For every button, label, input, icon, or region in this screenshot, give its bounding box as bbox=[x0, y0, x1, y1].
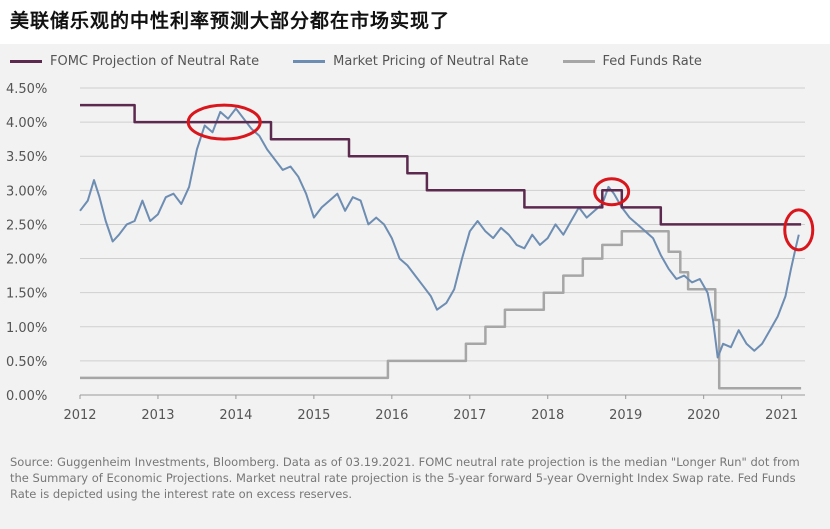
x-tick-label: 2012 bbox=[63, 408, 96, 423]
y-tick-label: 2.00% bbox=[6, 253, 47, 268]
x-tick-label: 2020 bbox=[687, 408, 720, 423]
legend-swatch-fed bbox=[562, 60, 595, 63]
legend-label-fomc: FOMC Projection of Neutral Rate bbox=[50, 54, 260, 69]
y-tick-label: 4.00% bbox=[6, 116, 47, 131]
legend-item-market: Market Pricing of Neutral Rate bbox=[293, 54, 529, 69]
x-tick-label: 2017 bbox=[453, 408, 486, 423]
y-tick-label: 1.00% bbox=[6, 321, 47, 336]
y-tick-label: 1.50% bbox=[6, 287, 47, 302]
source-note: Source: Guggenheim Investments, Bloomber… bbox=[10, 455, 800, 501]
y-tick-label: 2.50% bbox=[6, 218, 47, 233]
legend-item-fomc: FOMC Projection of Neutral Rate bbox=[10, 54, 259, 69]
legend-label-fed: Fed Funds Rate bbox=[602, 54, 702, 69]
x-tick-label: 2021 bbox=[765, 408, 798, 423]
legend-swatch-fomc bbox=[10, 60, 42, 63]
series-market-line bbox=[79, 107, 800, 359]
x-tick-label: 2014 bbox=[219, 408, 252, 423]
y-tick-label: 0.50% bbox=[6, 355, 47, 370]
y-tick-label: 3.00% bbox=[6, 184, 47, 199]
legend-swatch-market bbox=[293, 60, 326, 63]
plot-area: 4.50% 4.00% 3.50% 3.00% 2.50% 2.00% 1.50% 1.00%… bbox=[6, 82, 815, 423]
x-tick-label: 2016 bbox=[375, 408, 408, 423]
legend-item-fed: Fed Funds Rate bbox=[562, 54, 702, 69]
series-fed-funds-line bbox=[80, 230, 802, 390]
y-tick-label: 4.50% bbox=[6, 82, 47, 97]
x-tick-label: 2015 bbox=[297, 408, 330, 423]
x-tick-label: 2013 bbox=[141, 408, 174, 423]
highlight-ellipse bbox=[783, 208, 815, 252]
x-tick-label: 2019 bbox=[609, 408, 642, 423]
legend: FOMC Projection of Neutral Rate Market P… bbox=[10, 54, 702, 69]
x-tick-label: 2018 bbox=[531, 408, 564, 423]
legend-label-market: Market Pricing of Neutral Rate bbox=[333, 54, 529, 69]
chart-panel: FOMC Projection of Neutral Rate Market P… bbox=[0, 44, 830, 529]
y-tick-label: 3.50% bbox=[6, 150, 47, 165]
chart-title: 美联储乐观的中性利率预测大部分都在市场实现了 bbox=[10, 10, 451, 32]
highlight-ellipse bbox=[593, 177, 631, 207]
y-tick-label: 0.00% bbox=[6, 389, 47, 404]
highlight-ellipse bbox=[186, 103, 262, 141]
